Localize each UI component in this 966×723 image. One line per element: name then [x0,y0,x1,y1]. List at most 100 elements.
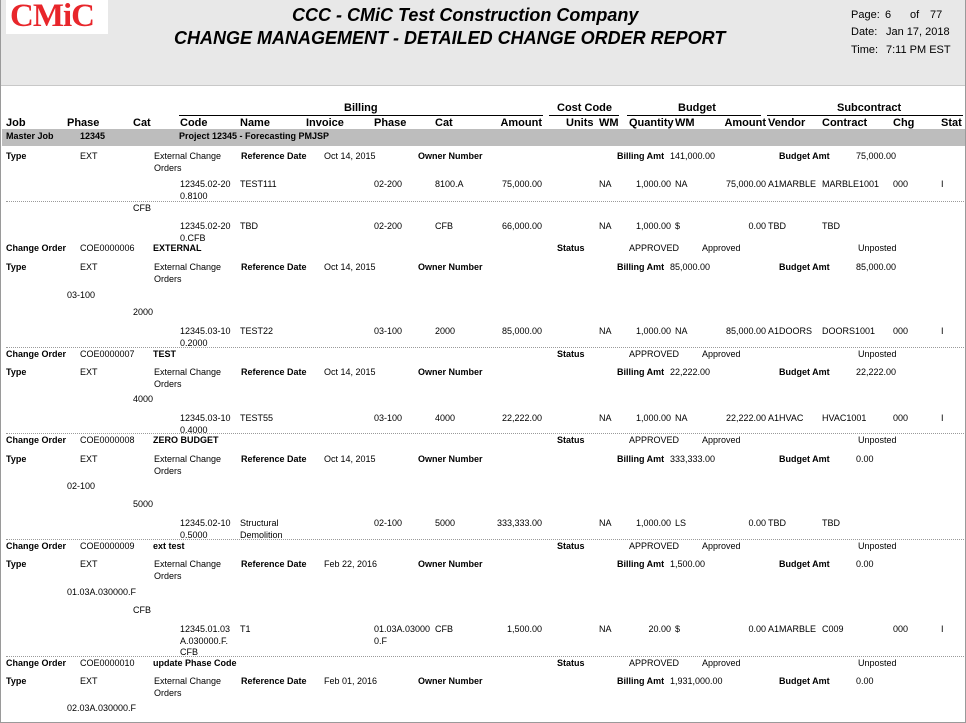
col-billing-cat: Cat [435,117,453,129]
status-detail: Approved [702,435,741,445]
row-separator [6,539,964,540]
change-order-label: Change Order [6,435,67,445]
change-order-label: Change Order [6,658,67,668]
billing-underline [179,115,543,116]
line-vendor: A1MARBLE [768,624,817,634]
line-code: 12345.02-200.8100 [180,179,231,201]
type-label: Type [6,262,27,272]
billing-amt-label: Billing Amt [617,151,665,161]
line-budget-wm: NA [675,413,688,423]
budget-amt-value: 0.00 [856,559,874,569]
budget-amt-label: Budget Amt [779,367,830,377]
line-phase: 03-100 [374,326,403,336]
report-header: CMiC CCC - CMiC Test Construction Compan… [1,0,965,86]
line-name: TEST111 [240,179,277,189]
line-code: 12345.02-100.5000 [180,518,231,540]
line-contract: MARBLE1001 [822,179,880,189]
reference-date-value: Feb 22, 2016 [324,559,378,569]
col-contract: Contract [822,117,868,129]
group-subcontract: Subcontract [837,102,902,114]
col-vendor: Vendor [768,117,806,129]
reference-date-value: Oct 14, 2015 [324,454,376,464]
col-budget-wm: WM [675,117,695,129]
col-cat: Cat [133,117,151,129]
line-name: TEST22 [240,326,274,336]
status-value: APPROVED [629,541,680,551]
line-code: 12345.01.03A.030000.F.CFB [180,624,231,657]
line-chg: 000 [893,326,909,336]
type-label: Type [6,454,27,464]
change-order-title: ext test [153,541,185,551]
cost-code-underline [549,115,619,116]
type-label: Type [6,559,27,569]
line-vendor: A1MARBLE [768,179,817,189]
line-amount: 66,000.00 [501,221,542,231]
status-label: Status [557,349,585,359]
line-cat: 8100.A [435,179,464,189]
owner-number-label: Owner Number [418,151,483,161]
reference-date-value: Oct 14, 2015 [324,367,376,377]
row-separator [6,433,964,434]
line-stat: I [941,413,944,423]
type-value: EXT [80,262,98,272]
line-contract: DOORS1001 [822,326,876,336]
line-name: T1 [240,624,251,634]
col-amount: Amount [500,117,542,129]
line-budget-wm: LS [675,518,687,528]
line-wm: NA [599,179,612,189]
billing-amt-label: Billing Amt [617,367,665,377]
line-code: 12345.03-100.4000 [180,413,231,435]
col-name: Name [240,117,270,129]
budget-amt-label: Budget Amt [779,676,830,686]
line-name: TEST55 [240,413,274,423]
line-name: Structural Demolition [240,518,283,540]
change-order-title: update Phase Code [153,658,237,668]
line-amount: 22,222.00 [501,413,542,423]
time-value: 7:11 PM EST [886,44,951,56]
cat-row: 2000 [133,307,154,317]
page-label: Page: [851,9,880,21]
line-budget-wm: NA [675,179,688,189]
col-billing-phase: Phase [374,117,407,129]
line-chg: 000 [893,624,909,634]
company-name: CCC - CMiC Test Construction Company [292,5,639,25]
owner-number-label: Owner Number [418,559,483,569]
type-value: EXT [80,454,98,464]
line-cat: 4000 [435,413,456,423]
line-phase: 02-200 [374,221,403,231]
line-wm: NA [599,624,612,634]
col-quantity: Quantity [629,117,674,129]
date-value: Jan 17, 2018 [886,26,950,38]
line-vendor: TBD [768,221,786,231]
status-detail: Approved [702,349,741,359]
change-order-label: Change Order [6,541,67,551]
owner-number-label: Owner Number [418,454,483,464]
type-description: External Change Orders [154,367,222,389]
master-job-bar [2,129,965,146]
col-code: Code [180,117,208,129]
reference-date-value: Feb 01, 2016 [324,676,378,686]
posting-status: Unposted [858,243,897,253]
change-order-title: TEST [153,349,177,359]
posting-status: Unposted [858,349,897,359]
row-separator [6,201,964,202]
line-code: 12345.03-100.2000 [180,326,231,348]
status-value: APPROVED [629,349,680,359]
change-order-number: COE0000010 [80,658,135,668]
line-phase: 02-200 [374,179,403,189]
col-phase: Phase [67,117,100,129]
line-phase: 02-100 [374,518,403,528]
line-name: TBD [240,221,258,231]
change-order-number: COE0000009 [80,541,135,551]
change-order-number: COE0000008 [80,435,135,445]
reference-date-label: Reference Date [241,262,307,272]
reference-date-label: Reference Date [241,676,307,686]
group-cost-code: Cost Code [557,102,612,114]
billing-amt-value: 22,222.00 [670,367,711,377]
line-contract: TBD [822,518,840,528]
budget-amt-value: 85,000.00 [856,262,897,272]
master-job-project: Project 12345 - Forecasting PMJSP [179,131,330,141]
line-budget-amount: 0.00 [748,518,766,528]
type-value: EXT [80,559,98,569]
